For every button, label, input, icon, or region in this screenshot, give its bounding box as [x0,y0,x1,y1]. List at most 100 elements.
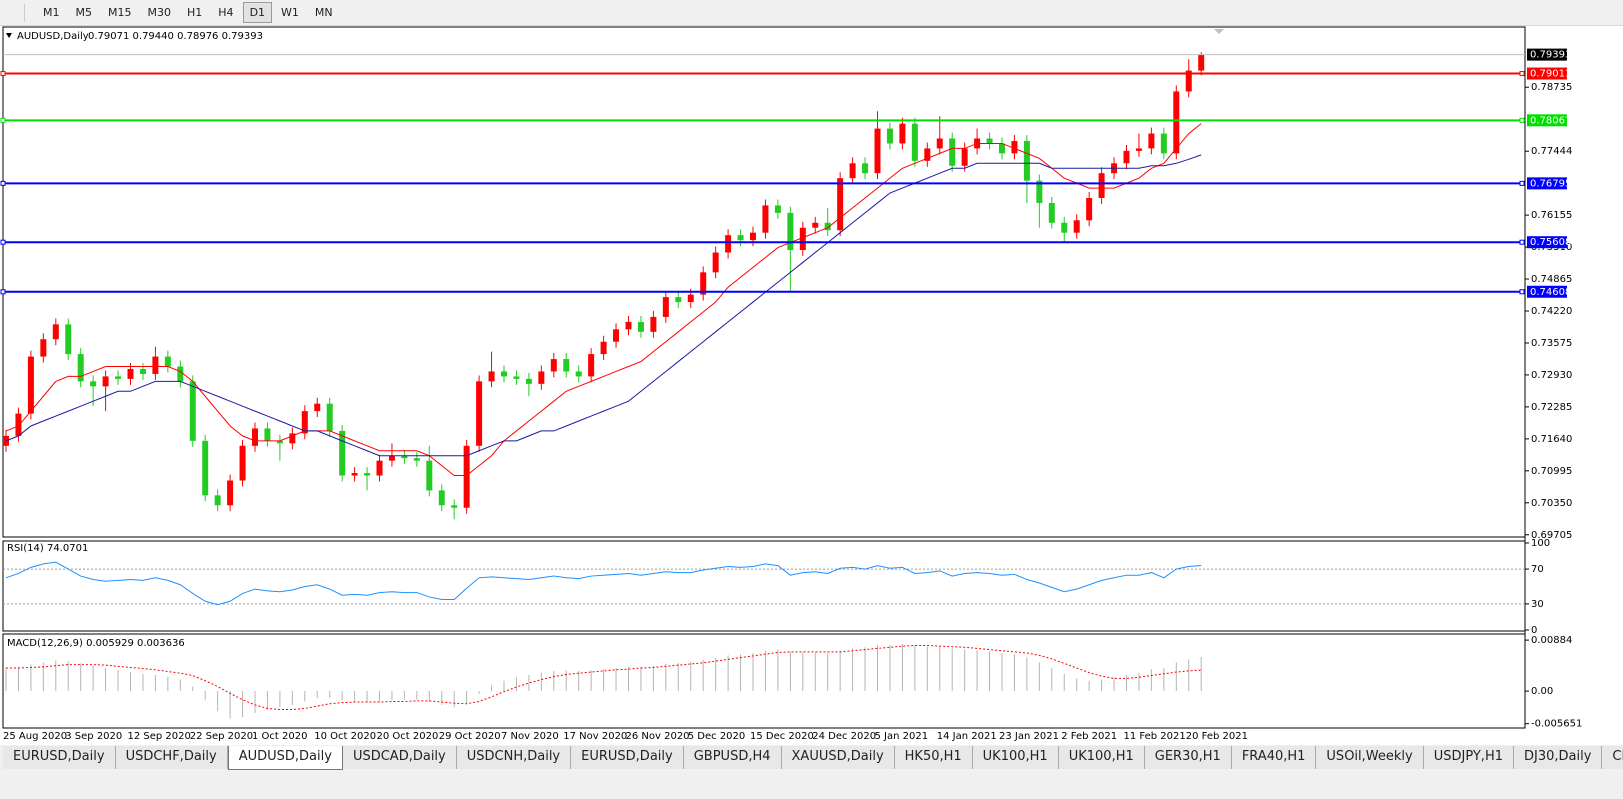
date-label: 7 Nov 2020 [501,731,559,742]
candle-body [52,324,59,340]
timeframe-button[interactable]: M30 [147,6,172,19]
line-handle [1519,71,1525,77]
line-handle [0,289,6,295]
chart-tab[interactable]: FRA40,H1 [1231,746,1317,769]
chart-tab[interactable]: DJ30,Daily [1514,746,1603,769]
candle-body [961,148,968,166]
date-label: 10 Oct 2020 [314,731,376,742]
price-label: 0.74220 [1531,306,1572,317]
candle-body [1048,202,1055,223]
chart-tab[interactable]: GBPUSD,H4 [683,746,782,769]
candle-body [874,128,881,174]
candle-body [351,473,358,476]
chart-tab[interactable]: XAUUSD,Daily [781,746,895,769]
candle-body [911,123,918,161]
line-handle [0,239,6,245]
candle-body [525,378,532,384]
line-handle [0,180,6,186]
candle-body [214,495,221,506]
chart-tab[interactable]: USDJPY,H1 [1423,746,1514,769]
candle-body [1160,133,1167,154]
candle-body [1023,140,1030,181]
price-label: 0.00884 [1531,635,1572,646]
candle-body [700,272,707,295]
chart-tab[interactable]: UK100,H1 [1058,746,1145,769]
tool-icon[interactable] [2,3,25,22]
date-label: 5 Jan 2021 [875,731,929,742]
chart-tab[interactable]: USDCAD,Daily [342,746,457,769]
chart-tab[interactable]: USDCHF,Daily [115,746,228,769]
bid-box [1527,48,1567,61]
timeframe-button[interactable]: M5 [75,6,93,19]
candle-body [625,321,632,330]
timeframe-button[interactable]: M1 [43,6,60,19]
candle-body [662,297,669,317]
chart-tab[interactable]: UK100,H1 [972,746,1059,769]
candle-body [849,163,856,179]
date-label: 22 Sep 2020 [190,731,253,742]
chart-tab[interactable]: EURUSD,Daily [3,746,116,769]
price-label: 0.71640 [1531,434,1572,445]
ohlc: 0.79071 0.79440 0.78976 0.79393 [88,31,263,42]
chart-tab[interactable]: EURUSD,Daily [571,746,684,769]
timeframe-button[interactable]: W1 [281,6,299,19]
candle-body [289,433,296,444]
candle-body [252,428,258,446]
line-price-label: 0.76795 [1530,178,1571,189]
candle-body [1148,133,1155,149]
chart-tab[interactable]: GER30,H1 [1144,746,1232,769]
candle-body [339,430,346,476]
candle-body [451,505,458,508]
chart-tab[interactable]: USDCNH,Daily [456,746,572,769]
line-price-box [1527,236,1567,249]
candle-body [501,371,507,377]
chart-tab[interactable]: AUDUSD,Daily [227,746,343,770]
macd-signal [6,645,1202,711]
chart-tabs: EURUSD,Daily USDCHF,Daily AUDUSD,Daily USDC… [3,746,1623,770]
candle-body [1173,91,1180,154]
candle-body [90,381,97,387]
timeframe-button[interactable]: D1 [242,2,273,23]
line-price-label: 0.74608 [1530,287,1571,298]
price-label: 30 [1531,599,1544,610]
collapse-icon[interactable] [6,33,12,38]
price-label: 0.76155 [1531,210,1572,221]
symbol: AUDUSD,Daily [17,31,89,42]
candle-body [886,128,893,144]
candle-body [115,376,122,379]
candle-body [376,460,383,476]
candle-body [301,411,308,434]
timeframe-button[interactable]: M15 [108,6,132,19]
price-label: 0 [1531,625,1537,636]
chart-tab[interactable]: CHINA300,H1 [1602,746,1623,769]
candle-body [675,297,682,303]
timeframe-button[interactable]: MN [314,6,333,19]
candle-body [613,329,620,342]
candle-body [862,163,869,174]
timeframe-button[interactable]: H1 [187,6,203,19]
candle-body [1073,220,1080,233]
line-handle [0,117,6,123]
candle-body [1185,70,1192,92]
candle-body [164,356,171,367]
candle-body [388,455,395,461]
line-price-label: 0.75608 [1530,237,1571,248]
chart-tab[interactable]: USOil,Weekly [1316,746,1424,769]
candle-body [812,222,819,228]
shift-marker[interactable] [1214,29,1224,34]
candle-body [426,460,433,491]
date-label: 15 Dec 2020 [750,731,814,742]
candle-body [364,473,371,476]
timeframe-button[interactable]: H4 [218,6,234,19]
candle-body [837,178,844,231]
candle-body [712,252,719,273]
candle-body [264,428,271,441]
candle-body [139,368,146,374]
date-label: 20 Feb 2021 [1186,731,1248,742]
chart-tab[interactable]: HK50,H1 [894,746,973,769]
date-label: 20 Oct 2020 [377,731,439,742]
rsi-label: RSI(14) 74.0701 [7,543,88,554]
candle-body [488,371,495,382]
candle-body [550,359,557,372]
candle-body [1123,150,1130,164]
